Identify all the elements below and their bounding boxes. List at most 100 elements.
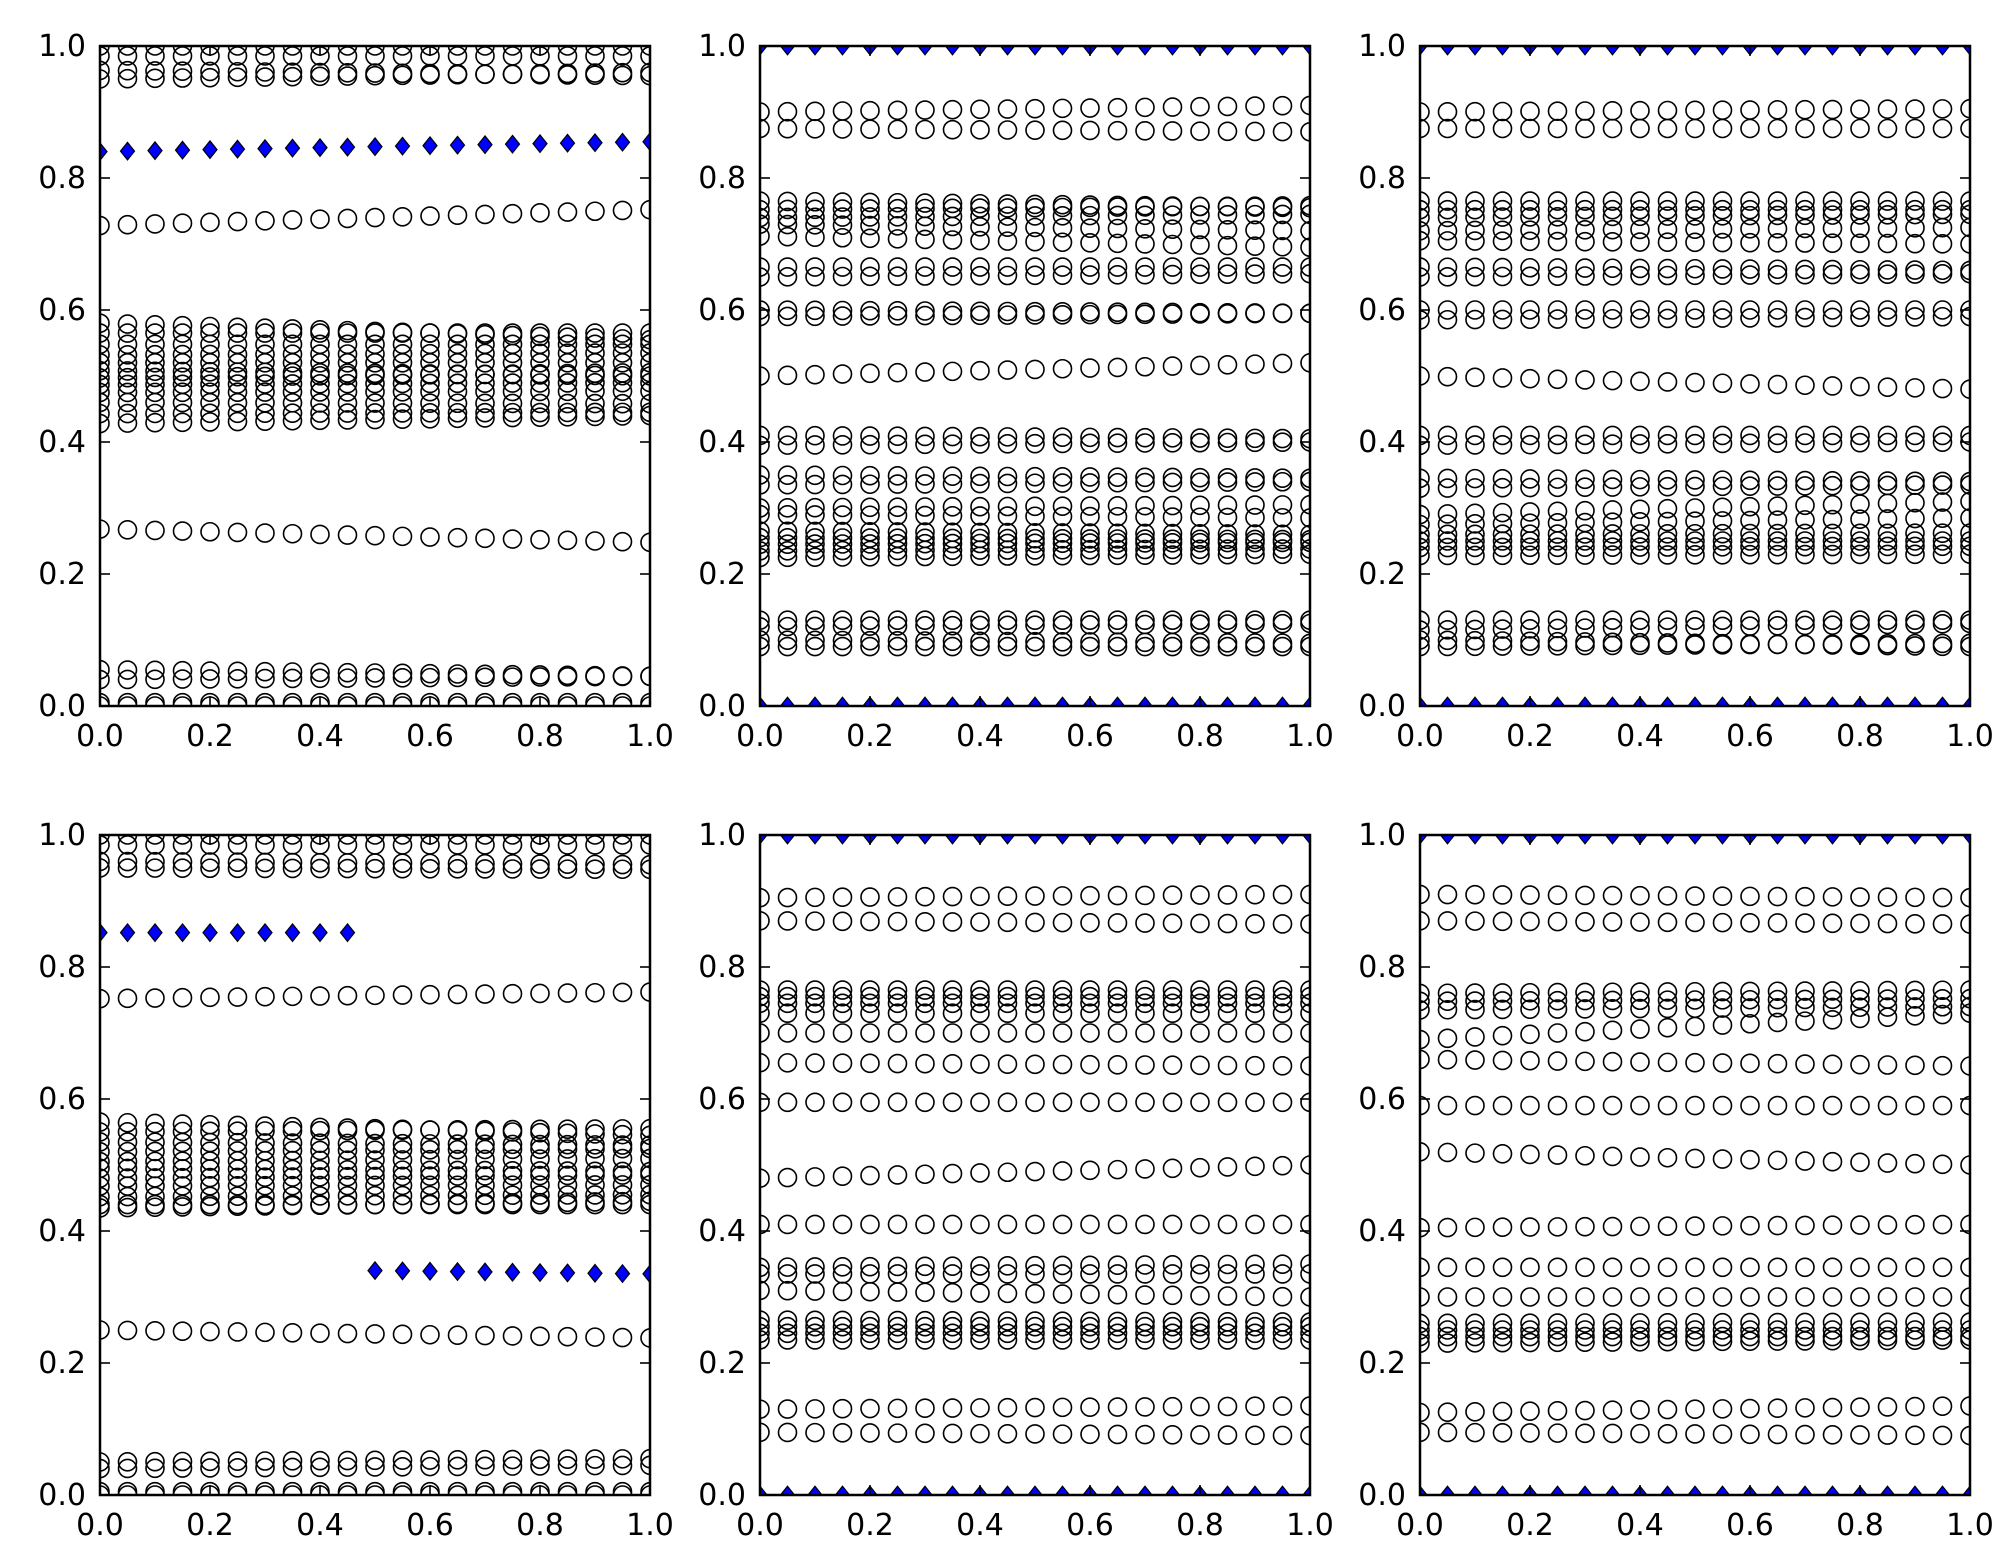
circle-point	[612, 1327, 633, 1348]
circle-point	[557, 1139, 578, 1159]
circle-point	[1107, 1323, 1128, 1344]
circle-point	[777, 610, 798, 631]
circle-point	[1437, 191, 1458, 211]
circle-point	[997, 305, 1018, 325]
circle-point	[447, 393, 468, 414]
circle-point	[117, 60, 138, 81]
diamond-point	[339, 922, 356, 943]
diamond-point	[587, 1263, 603, 1283]
circle-point	[1025, 466, 1045, 487]
circle-point	[970, 1311, 990, 1331]
circle-point	[282, 393, 303, 413]
circle-point	[942, 206, 963, 227]
circle-point	[1162, 610, 1183, 631]
circle-point	[1420, 991, 1430, 1012]
circle-point	[1575, 220, 1595, 240]
circle-point	[1107, 433, 1128, 453]
circle-point	[777, 306, 798, 327]
circle-point	[557, 666, 578, 687]
circle-point	[1492, 636, 1513, 656]
circle-point	[760, 617, 770, 637]
circle-point	[1245, 614, 1265, 634]
circle-point	[805, 521, 825, 542]
circle-point	[1575, 1257, 1595, 1278]
circle-point	[887, 198, 908, 219]
circle-point	[612, 1185, 633, 1205]
circle-point	[1420, 620, 1430, 640]
circle-point	[172, 1458, 193, 1478]
circle-point	[915, 610, 935, 631]
circle-point	[1080, 427, 1100, 448]
circle-point	[1932, 531, 1953, 551]
circle-point	[1245, 1055, 1265, 1076]
circle-point	[1850, 887, 1870, 907]
circle-point	[1465, 619, 1485, 640]
circle-point	[1795, 476, 1815, 496]
diamond-point	[1137, 46, 1153, 56]
circle-point	[1657, 258, 1678, 279]
circle-point	[1272, 1264, 1293, 1284]
circle-point	[100, 345, 110, 365]
circle-point	[760, 465, 770, 485]
circle-point	[1190, 472, 1210, 493]
y-tick-label: 0.4	[1358, 425, 1406, 460]
circle-point	[1025, 1161, 1045, 1182]
diamond-point	[1027, 835, 1043, 845]
circle-point	[1602, 1051, 1623, 1072]
circle-point	[1520, 1401, 1540, 1421]
circle-point	[805, 610, 825, 631]
circle-point	[1245, 472, 1265, 492]
circle-point	[1740, 981, 1760, 1002]
circle-point	[1300, 471, 1310, 492]
circle-point	[1850, 1425, 1870, 1445]
circle-point	[1932, 1257, 1953, 1278]
circle-point	[1420, 267, 1430, 287]
circle-point	[172, 835, 193, 845]
circle-point	[1657, 1326, 1678, 1347]
circle-point	[585, 328, 605, 348]
circle-point	[1162, 1092, 1183, 1113]
circle-point	[447, 1139, 468, 1160]
circle-point	[310, 1120, 330, 1141]
circle-point	[1767, 307, 1788, 328]
circle-point	[1245, 204, 1265, 225]
circle-point	[1107, 257, 1128, 277]
circle-point	[1712, 232, 1733, 253]
circle-point	[942, 533, 963, 554]
circle-point	[805, 1264, 825, 1284]
circle-point	[612, 352, 633, 373]
circle-point	[1190, 1264, 1210, 1284]
circle-point	[832, 1310, 853, 1331]
circle-point	[1547, 1217, 1568, 1237]
circle-point	[1822, 233, 1843, 253]
circle-point	[860, 1023, 880, 1043]
circle-point	[805, 306, 825, 327]
circle-point	[777, 630, 798, 650]
diamond-point	[1420, 696, 1428, 706]
circle-point	[337, 1185, 358, 1206]
circle-point	[337, 1150, 358, 1171]
markers	[100, 835, 650, 1495]
circle-point	[1822, 1009, 1843, 1030]
circle-point	[915, 206, 935, 227]
diamond-point	[202, 922, 218, 943]
circle-point	[1465, 1287, 1485, 1307]
circle-point	[1190, 1214, 1210, 1235]
circle-point	[1685, 206, 1705, 226]
circle-point	[1520, 545, 1540, 566]
circle-point	[1135, 523, 1155, 544]
circle-point	[640, 835, 650, 855]
circle-point	[942, 198, 963, 219]
circle-point	[1905, 1055, 1925, 1076]
circle-point	[475, 1160, 495, 1181]
circle-point	[970, 631, 990, 652]
circle-point	[1190, 885, 1210, 905]
circle-point	[805, 215, 825, 235]
circle-point	[1575, 531, 1595, 551]
circle-point	[255, 1175, 275, 1196]
circle-point	[942, 1023, 963, 1043]
circle-point	[502, 696, 523, 706]
circle-point	[117, 1186, 138, 1207]
circle-point	[1492, 1287, 1513, 1307]
circle-point	[777, 435, 798, 455]
